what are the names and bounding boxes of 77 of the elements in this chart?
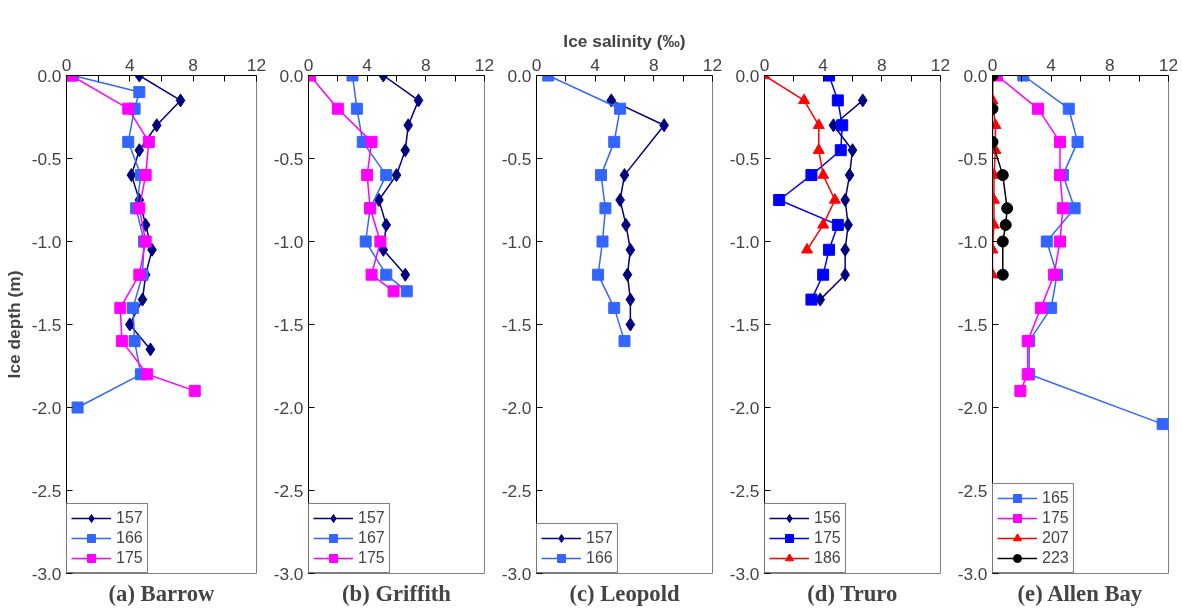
y-tick-label: -1.5: [957, 314, 988, 335]
y-tick-label: -0.5: [273, 148, 304, 169]
x-tick-label: 8: [188, 54, 198, 75]
x-tick-label: 0: [531, 54, 542, 75]
y-tick-label: -0.5: [501, 148, 532, 169]
x-tick-label: 12: [1158, 54, 1179, 75]
y-tick-label: -2.0: [273, 397, 304, 418]
y-tick-label: 0.0: [735, 65, 760, 86]
x-tick-label: 12: [246, 54, 267, 75]
legend-label: 207: [1042, 529, 1069, 547]
legend-label: 167: [358, 529, 385, 547]
legend-label: 175: [1042, 509, 1069, 527]
x-tick-label: 8: [649, 54, 659, 75]
y-tick-label: -2.0: [31, 397, 62, 418]
y-tick-label: -3.0: [501, 563, 532, 584]
x-tick-label: 12: [930, 54, 951, 75]
x-tick-label: 0: [61, 54, 72, 75]
y-tick-label: -1.5: [273, 314, 304, 335]
x-tick-label: 4: [590, 54, 601, 75]
x-tick-label: 4: [362, 54, 373, 75]
y-tick-label: -2.5: [501, 480, 532, 501]
legend-label: 166: [116, 529, 143, 547]
x-tick-label: 8: [877, 54, 887, 75]
legend-label: 157: [116, 509, 143, 527]
text: (a) Barrow: [108, 580, 216, 606]
y-tick-label: -3.0: [729, 563, 760, 584]
y-tick-label: -1.5: [31, 314, 62, 335]
legend-label: 223: [1042, 549, 1069, 567]
y-tick-label: -1.0: [501, 231, 532, 252]
x-tick-label: 4: [125, 54, 136, 75]
legend-label: 175: [358, 549, 385, 567]
y-tick-label: -2.5: [957, 480, 988, 501]
legend-label: 166: [586, 549, 613, 567]
y-tick-label: -1.0: [31, 231, 62, 252]
text: (b) Griffith: [342, 580, 452, 606]
x-tick-label: 0: [987, 54, 998, 75]
y-tick-label: -1.0: [957, 231, 988, 252]
y-tick-label: -0.5: [957, 148, 988, 169]
y-tick-label: -3.0: [957, 563, 988, 584]
y-tick-label: 0.0: [507, 65, 532, 86]
legend-label: 157: [358, 509, 385, 527]
x-tick-label: 12: [474, 54, 495, 75]
y-tick-label: -2.5: [729, 480, 760, 501]
y-tick-label: 0.0: [279, 65, 304, 86]
y-tick-label: -1.5: [501, 314, 532, 335]
y-tick-label: -1.0: [273, 231, 304, 252]
legend-label: 175: [116, 549, 143, 567]
x-tick-label: 0: [759, 54, 770, 75]
y-tick-label: -2.0: [501, 397, 532, 418]
legend-label: 175: [814, 529, 841, 547]
y-tick-label: -2.0: [729, 397, 760, 418]
y-tick-label: -3.0: [31, 563, 62, 584]
text: (d) Truro: [807, 580, 898, 606]
legend-label: 157: [586, 529, 613, 547]
y-tick-label: 0.0: [963, 65, 988, 86]
y-tick-label: -2.5: [273, 480, 304, 501]
legend-label: 156: [814, 509, 841, 527]
legend-label: 186: [814, 549, 841, 567]
x-tick-label: 4: [818, 54, 829, 75]
text: (c) Leopold: [569, 580, 680, 606]
x-tick-label: 0: [303, 54, 314, 75]
y-tick-label: -2.0: [957, 397, 988, 418]
legend-label: 165: [1042, 489, 1069, 507]
text: (e) Allen Bay: [1017, 580, 1143, 606]
y-tick-label: -1.0: [729, 231, 760, 252]
y-tick-label: -1.5: [729, 314, 760, 335]
x-axis-title: Ice salinity (‰): [563, 30, 686, 51]
y-tick-label: -2.5: [31, 480, 62, 501]
y-tick-label: -3.0: [273, 563, 304, 584]
x-tick-label: 8: [421, 54, 431, 75]
x-tick-label: 4: [1046, 54, 1057, 75]
x-tick-label: 8: [1105, 54, 1115, 75]
y-tick-label: -0.5: [729, 148, 760, 169]
x-tick-label: 12: [702, 54, 723, 75]
y-tick-label: 0.0: [37, 65, 62, 86]
y-tick-label: -0.5: [31, 148, 62, 169]
y-axis-title: Ice depth (m): [3, 270, 24, 379]
